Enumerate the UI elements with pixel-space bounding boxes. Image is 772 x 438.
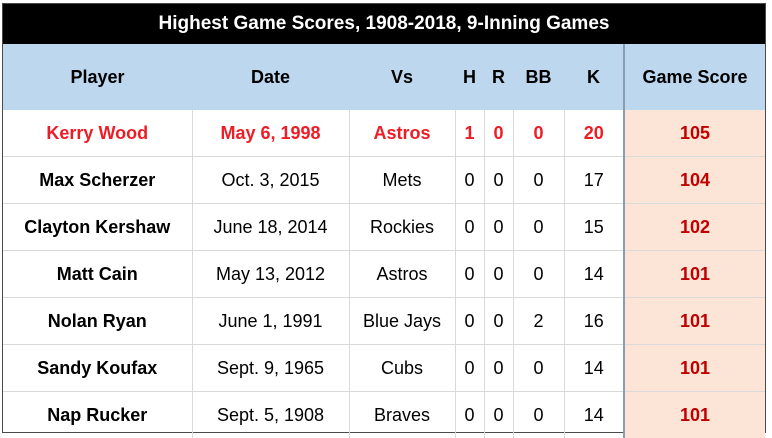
column-header-date: Date bbox=[192, 44, 349, 110]
table-row: Matt Cain May 13, 2012 Astros 0 0 0 14 1… bbox=[3, 251, 765, 298]
strikeouts-cell: 14 bbox=[564, 345, 624, 392]
strikeouts-cell: 14 bbox=[564, 392, 624, 438]
runs-cell: 0 bbox=[484, 110, 513, 157]
hits-cell: 0 bbox=[455, 392, 484, 438]
player-cell: Nap Rucker bbox=[3, 392, 192, 438]
date-cell: Oct. 3, 2015 bbox=[192, 157, 349, 204]
game-score-cell: 101 bbox=[624, 392, 765, 438]
table-row: Max Scherzer Oct. 3, 2015 Mets 0 0 0 17 … bbox=[3, 157, 765, 204]
runs-cell: 0 bbox=[484, 204, 513, 251]
runs-cell: 0 bbox=[484, 298, 513, 345]
opponent-cell: Rockies bbox=[349, 204, 455, 251]
game-score-cell: 101 bbox=[624, 251, 765, 298]
player-cell: Clayton Kershaw bbox=[3, 204, 192, 251]
date-cell: June 18, 2014 bbox=[192, 204, 349, 251]
column-header-k: K bbox=[564, 44, 624, 110]
player-cell: Max Scherzer bbox=[3, 157, 192, 204]
column-header-bb: BB bbox=[513, 44, 564, 110]
player-cell: Kerry Wood bbox=[3, 110, 192, 157]
table-row: Kerry Wood May 6, 1998 Astros 1 0 0 20 1… bbox=[3, 110, 765, 157]
hits-cell: 0 bbox=[455, 157, 484, 204]
walks-cell: 0 bbox=[513, 392, 564, 438]
game-score-cell: 101 bbox=[624, 345, 765, 392]
walks-cell: 0 bbox=[513, 251, 564, 298]
walks-cell: 0 bbox=[513, 345, 564, 392]
runs-cell: 0 bbox=[484, 392, 513, 438]
table-row: Clayton Kershaw June 18, 2014 Rockies 0 … bbox=[3, 204, 765, 251]
table-row: Nap Rucker Sept. 5, 1908 Braves 0 0 0 14… bbox=[3, 392, 765, 438]
player-cell: Nolan Ryan bbox=[3, 298, 192, 345]
column-header-r: R bbox=[484, 44, 513, 110]
column-header-vs: Vs bbox=[349, 44, 455, 110]
game-score-cell: 102 bbox=[624, 204, 765, 251]
table-title: Highest Game Scores, 1908-2018, 9-Inning… bbox=[3, 4, 765, 44]
strikeouts-cell: 14 bbox=[564, 251, 624, 298]
column-header-h: H bbox=[455, 44, 484, 110]
hits-cell: 0 bbox=[455, 345, 484, 392]
game-score-table: Player Date Vs H R BB K Game Score Kerry… bbox=[3, 44, 765, 438]
opponent-cell: Blue Jays bbox=[349, 298, 455, 345]
opponent-cell: Astros bbox=[349, 251, 455, 298]
header-row: Player Date Vs H R BB K Game Score bbox=[3, 44, 765, 110]
hits-cell: 0 bbox=[455, 298, 484, 345]
table-row: Sandy Koufax Sept. 9, 1965 Cubs 0 0 0 14… bbox=[3, 345, 765, 392]
game-score-table-frame: Highest Game Scores, 1908-2018, 9-Inning… bbox=[2, 3, 766, 433]
column-header-player: Player bbox=[3, 44, 192, 110]
date-cell: June 1, 1991 bbox=[192, 298, 349, 345]
hits-cell: 0 bbox=[455, 204, 484, 251]
walks-cell: 2 bbox=[513, 298, 564, 345]
player-cell: Sandy Koufax bbox=[3, 345, 192, 392]
walks-cell: 0 bbox=[513, 110, 564, 157]
strikeouts-cell: 15 bbox=[564, 204, 624, 251]
strikeouts-cell: 20 bbox=[564, 110, 624, 157]
game-score-cell: 101 bbox=[624, 298, 765, 345]
date-cell: Sept. 5, 1908 bbox=[192, 392, 349, 438]
runs-cell: 0 bbox=[484, 345, 513, 392]
game-score-cell: 104 bbox=[624, 157, 765, 204]
opponent-cell: Braves bbox=[349, 392, 455, 438]
hits-cell: 1 bbox=[455, 110, 484, 157]
date-cell: Sept. 9, 1965 bbox=[192, 345, 349, 392]
strikeouts-cell: 17 bbox=[564, 157, 624, 204]
opponent-cell: Mets bbox=[349, 157, 455, 204]
opponent-cell: Astros bbox=[349, 110, 455, 157]
runs-cell: 0 bbox=[484, 251, 513, 298]
date-cell: May 13, 2012 bbox=[192, 251, 349, 298]
walks-cell: 0 bbox=[513, 204, 564, 251]
strikeouts-cell: 16 bbox=[564, 298, 624, 345]
date-cell: May 6, 1998 bbox=[192, 110, 349, 157]
walks-cell: 0 bbox=[513, 157, 564, 204]
player-cell: Matt Cain bbox=[3, 251, 192, 298]
game-score-cell: 105 bbox=[624, 110, 765, 157]
runs-cell: 0 bbox=[484, 157, 513, 204]
opponent-cell: Cubs bbox=[349, 345, 455, 392]
column-header-game-score: Game Score bbox=[624, 44, 765, 110]
table-row: Nolan Ryan June 1, 1991 Blue Jays 0 0 2 … bbox=[3, 298, 765, 345]
hits-cell: 0 bbox=[455, 251, 484, 298]
